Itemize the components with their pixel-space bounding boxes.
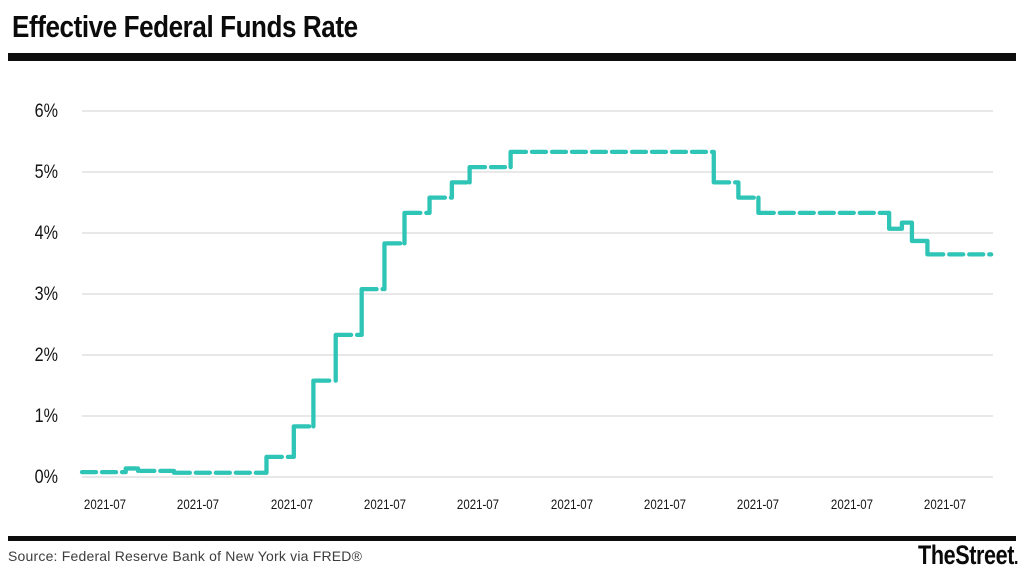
effr-step-line bbox=[79, 149, 994, 475]
x-tick-label-5: 2021-07 bbox=[550, 497, 593, 512]
top-divider-rule bbox=[8, 53, 1016, 61]
x-tick-label-9: 2021-07 bbox=[923, 497, 967, 512]
x-tick-label-6: 2021-07 bbox=[643, 497, 687, 512]
x-tick-label-3: 2021-07 bbox=[363, 497, 407, 512]
x-tick-label-8: 2021-07 bbox=[830, 497, 873, 512]
y-tick-label-1%: 1% bbox=[34, 406, 58, 427]
thestreet-logo: TheStreet. bbox=[918, 540, 1018, 571]
x-tick-label-4: 2021-07 bbox=[457, 497, 500, 512]
y-tick-label-0%: 0% bbox=[34, 467, 58, 488]
thestreet-logo-text: TheStreet bbox=[917, 540, 1014, 570]
x-tick-label-2: 2021-07 bbox=[270, 497, 313, 512]
source-attribution: Source: Federal Reserve Bank of New York… bbox=[8, 548, 363, 564]
y-tick-label-3%: 3% bbox=[34, 284, 58, 305]
x-tick-label-0: 2021-07 bbox=[83, 497, 127, 512]
y-tick-label-6%: 6% bbox=[34, 101, 58, 122]
y-tick-label-2%: 2% bbox=[34, 345, 58, 366]
thestreet-logo-period: . bbox=[1013, 547, 1018, 569]
y-tick-label-5%: 5% bbox=[34, 162, 58, 183]
y-tick-label-4%: 4% bbox=[34, 223, 58, 244]
x-tick-label-1: 2021-07 bbox=[177, 497, 220, 512]
x-tick-label-7: 2021-07 bbox=[737, 497, 780, 512]
bottom-divider-rule bbox=[8, 536, 1016, 541]
chart-title: Effective Federal Funds Rate bbox=[12, 9, 358, 44]
